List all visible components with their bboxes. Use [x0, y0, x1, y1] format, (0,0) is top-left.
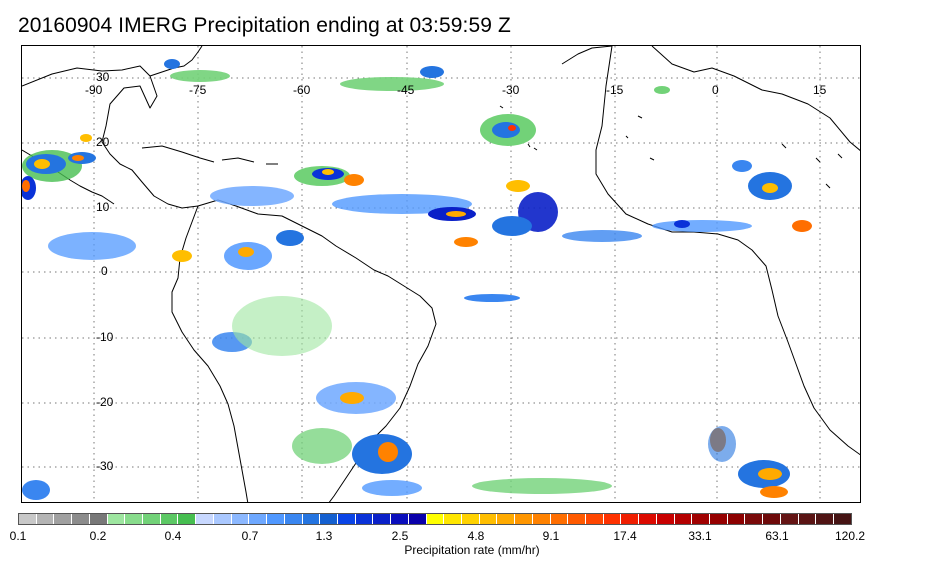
- lat-label: 0: [101, 264, 108, 278]
- colorbar-swatch: [54, 514, 73, 524]
- colorbar-swatch: [532, 514, 551, 524]
- colorbar-swatch: [373, 514, 392, 524]
- colorbar-swatch: [479, 514, 498, 524]
- colorbar-swatch: [568, 514, 586, 524]
- colorbar-swatch: [284, 514, 303, 524]
- colorbar-swatch: [125, 514, 144, 524]
- map-canvas: [22, 46, 860, 502]
- colorbar-swatch: [89, 514, 108, 524]
- colorbar-swatch: [674, 514, 693, 524]
- colorbar-swatch: [178, 514, 197, 524]
- colorbar-swatch: [408, 514, 427, 524]
- lon-label: -75: [189, 83, 207, 97]
- colorbar-swatch: [497, 514, 516, 524]
- colorbar-swatch: [816, 514, 835, 524]
- colorbar-swatch: [36, 514, 55, 524]
- colorbar-tick-label: 1.3: [315, 529, 333, 543]
- colorbar-swatch: [19, 514, 37, 524]
- colorbar-swatch: [302, 514, 321, 524]
- colorbar-swatch: [461, 514, 480, 524]
- lat-label: -20: [96, 395, 114, 409]
- colorbar-swatch: [72, 514, 90, 524]
- colorbar-tick-label: 0.4: [164, 529, 182, 543]
- colorbar-tick-label: 9.1: [542, 529, 560, 543]
- colorbar-tick-label: 4.8: [467, 529, 485, 543]
- colorbar-swatch: [745, 514, 764, 524]
- lon-label: 0: [712, 83, 719, 97]
- colorbar-tick-label: 2.5: [391, 529, 409, 543]
- colorbar-swatch: [196, 514, 214, 524]
- lat-label: 10: [96, 200, 110, 214]
- colorbar-swatch: [143, 514, 161, 524]
- lon-label: 15: [813, 83, 827, 97]
- colorbar-tick-label: 17.4: [613, 529, 637, 543]
- colorbar-swatch: [355, 514, 374, 524]
- colorbar-swatch: [603, 514, 622, 524]
- precipitation-map: -90 -75 -60 -45 -30 -15 0 15 30 20 10 0 …: [21, 45, 861, 503]
- colorbar-tick-label: 0.2: [89, 529, 107, 543]
- colorbar-swatch: [834, 514, 851, 524]
- colorbar-tick-label: 0.7: [241, 529, 259, 543]
- colorbar-swatch: [656, 514, 675, 524]
- lon-label: -15: [606, 83, 624, 97]
- colorbar-swatch: [780, 514, 799, 524]
- colorbar-swatch: [213, 514, 232, 524]
- colorbar-swatch: [426, 514, 445, 524]
- colorbar-swatch: [692, 514, 711, 524]
- colorbar-swatch: [107, 514, 126, 524]
- lon-label: -45: [397, 83, 415, 97]
- colorbar-swatch: [586, 514, 604, 524]
- colorbar-swatch: [267, 514, 285, 524]
- colorbar-swatch: [160, 514, 179, 524]
- lat-label: 20: [96, 135, 110, 149]
- colorbar-swatch: [444, 514, 462, 524]
- colorbar-swatch: [231, 514, 250, 524]
- colorbar-swatch: [798, 514, 817, 524]
- lon-label: -90: [85, 83, 103, 97]
- colorbar-tick-label: 0.1: [9, 529, 27, 543]
- coastlines: [22, 46, 860, 502]
- colorbar-swatch: [621, 514, 640, 524]
- graticule: [22, 46, 860, 502]
- colorbar-swatch: [515, 514, 533, 524]
- colorbar: [18, 513, 852, 525]
- colorbar-swatch: [249, 514, 268, 524]
- colorbar-swatch: [391, 514, 409, 524]
- lon-label: -30: [502, 83, 520, 97]
- lon-label: -60: [293, 83, 311, 97]
- colorbar-swatch: [639, 514, 657, 524]
- lat-label: -10: [96, 330, 114, 344]
- colorbar-title: Precipitation rate (mm/hr): [404, 543, 540, 557]
- colorbar-swatch: [550, 514, 569, 524]
- lat-label: -30: [96, 459, 114, 473]
- colorbar-swatch: [710, 514, 728, 524]
- colorbar-tick-label: 63.1: [765, 529, 789, 543]
- colorbar-tick-label: 120.2: [834, 529, 866, 543]
- precipitation-field: [22, 59, 812, 500]
- colorbar-swatch: [727, 514, 746, 524]
- colorbar-swatch: [337, 514, 356, 524]
- map-title: 20160904 IMERG Precipitation ending at 0…: [18, 14, 511, 37]
- colorbar-tick-label: 33.1: [688, 529, 712, 543]
- lat-label: 30: [96, 70, 110, 84]
- colorbar-swatch: [320, 514, 338, 524]
- colorbar-swatch: [763, 514, 781, 524]
